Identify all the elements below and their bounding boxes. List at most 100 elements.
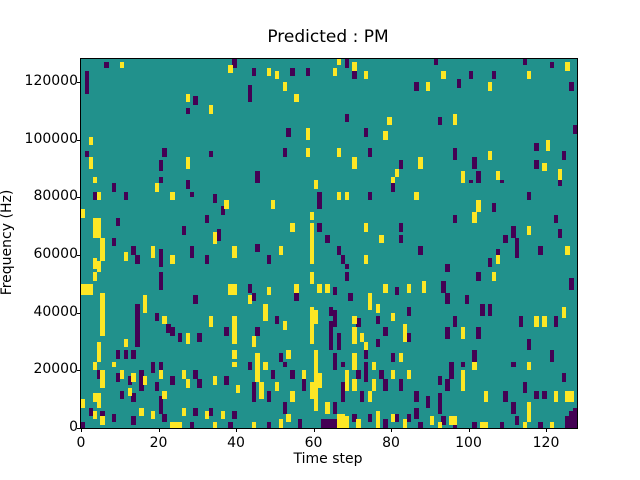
- heatmap-cell: [92, 410, 98, 420]
- heatmap-cell: [143, 376, 148, 385]
- heatmap-cell: [406, 283, 411, 293]
- heatmap-cell: [565, 416, 570, 428]
- heatmap-cell: [352, 353, 357, 362]
- heatmap-cell: [348, 292, 353, 302]
- heatmap-cell: [205, 255, 210, 264]
- heatmap-cell: [305, 67, 311, 77]
- heatmap-cell: [561, 306, 566, 319]
- heatmap-cell: [383, 327, 388, 336]
- heatmap-cell: [453, 416, 458, 426]
- heatmap-cell: [441, 280, 446, 293]
- heatmap-cell: [255, 243, 260, 253]
- heatmap-cell: [538, 422, 543, 428]
- heatmap-cell: [344, 263, 349, 270]
- heatmap-cell: [212, 376, 218, 385]
- heatmap-cell: [150, 410, 156, 420]
- heatmap-cell: [375, 410, 380, 428]
- heatmap-cell: [313, 350, 318, 362]
- heatmap-cell: [441, 70, 446, 80]
- heatmap-cell: [484, 390, 489, 403]
- heatmap-cell: [363, 128, 369, 137]
- x-tick-mark: [236, 428, 237, 432]
- heatmap-cell: [205, 410, 210, 420]
- heatmap-cell: [406, 306, 411, 316]
- heatmap-cell: [104, 61, 109, 68]
- heatmap-cell: [414, 390, 419, 403]
- heatmap-cell: [259, 381, 264, 400]
- heatmap-cell: [406, 332, 411, 342]
- heatmap-cell: [352, 378, 357, 391]
- heatmap-cell: [332, 402, 338, 414]
- heatmap-cell: [487, 257, 493, 267]
- heatmap-cell: [491, 70, 497, 80]
- heatmap-cell: [313, 180, 318, 189]
- heatmap-cell: [185, 108, 191, 114]
- heatmap-cell: [251, 292, 256, 302]
- heatmap-cell: [170, 327, 175, 336]
- heatmap-cell: [329, 419, 334, 428]
- heatmap-cell: [263, 361, 268, 371]
- heatmap-cell: [522, 422, 528, 428]
- heatmap-cell: [170, 191, 175, 201]
- heatmap-cell: [398, 353, 404, 362]
- heatmap-cell: [290, 223, 295, 232]
- heatmap-cell: [251, 381, 256, 403]
- heatmap-cell: [340, 381, 346, 403]
- y-tick-mark: [77, 312, 81, 314]
- y-tick-mark: [77, 197, 81, 199]
- heatmap-cell: [499, 180, 504, 183]
- heatmap-cell: [92, 361, 98, 371]
- heatmap-cell: [472, 157, 477, 169]
- heatmap-cell: [309, 381, 315, 400]
- heatmap-cell: [228, 422, 233, 428]
- heatmap-cell: [158, 370, 163, 379]
- heatmap-cell: [236, 384, 241, 394]
- x-axis-label: Time step: [293, 451, 363, 467]
- x-tick-label: 120: [532, 435, 560, 451]
- heatmap-cell: [100, 324, 105, 336]
- heatmap-cell: [255, 327, 260, 336]
- x-tick-label: 20: [149, 435, 168, 451]
- heatmap-cell: [181, 407, 187, 417]
- heatmap-cell: [255, 353, 260, 362]
- heatmap-cell: [127, 387, 132, 397]
- heatmap-cell: [522, 381, 528, 394]
- heatmap-cell: [170, 255, 175, 264]
- heatmap-cell: [158, 177, 163, 183]
- heatmap-cell: [181, 226, 187, 235]
- heatmap-cell: [549, 61, 555, 68]
- heatmap-cell: [282, 148, 287, 157]
- heatmap-cell: [367, 292, 373, 310]
- heatmap-cell: [290, 67, 295, 77]
- heatmap-cell: [158, 159, 163, 172]
- heatmap-cell: [573, 407, 577, 428]
- heatmap-cell: [360, 332, 365, 342]
- heatmap-cell: [367, 390, 373, 403]
- heatmap-cell: [394, 286, 400, 296]
- heatmap-cell: [286, 413, 291, 423]
- heatmap-cell: [131, 246, 136, 256]
- heatmap-cell: [154, 381, 160, 391]
- heatmap-cell: [425, 396, 431, 408]
- heatmap-cell: [526, 226, 532, 235]
- heatmap-cell: [270, 370, 276, 379]
- heatmap-cell: [449, 370, 454, 379]
- heatmap-cell: [445, 327, 450, 339]
- heatmap-cell: [181, 370, 187, 379]
- heatmap-cell: [383, 131, 388, 140]
- heatmap-cell: [208, 105, 214, 114]
- heatmap-cell: [352, 327, 357, 345]
- heatmap-cell: [472, 422, 477, 428]
- heatmap-cell: [92, 217, 98, 238]
- heatmap-cell: [177, 422, 183, 428]
- heatmap-cell: [81, 422, 86, 428]
- heatmap-cell: [115, 373, 121, 382]
- heatmap-cell: [367, 191, 373, 201]
- heatmap-cell: [158, 272, 163, 290]
- heatmap-cell: [565, 61, 570, 71]
- y-tick-mark: [77, 139, 81, 141]
- heatmap-cell: [274, 70, 280, 80]
- y-tick-label: 120000: [24, 73, 78, 90]
- heatmap-cell: [228, 64, 233, 74]
- heatmap-cell: [282, 82, 287, 91]
